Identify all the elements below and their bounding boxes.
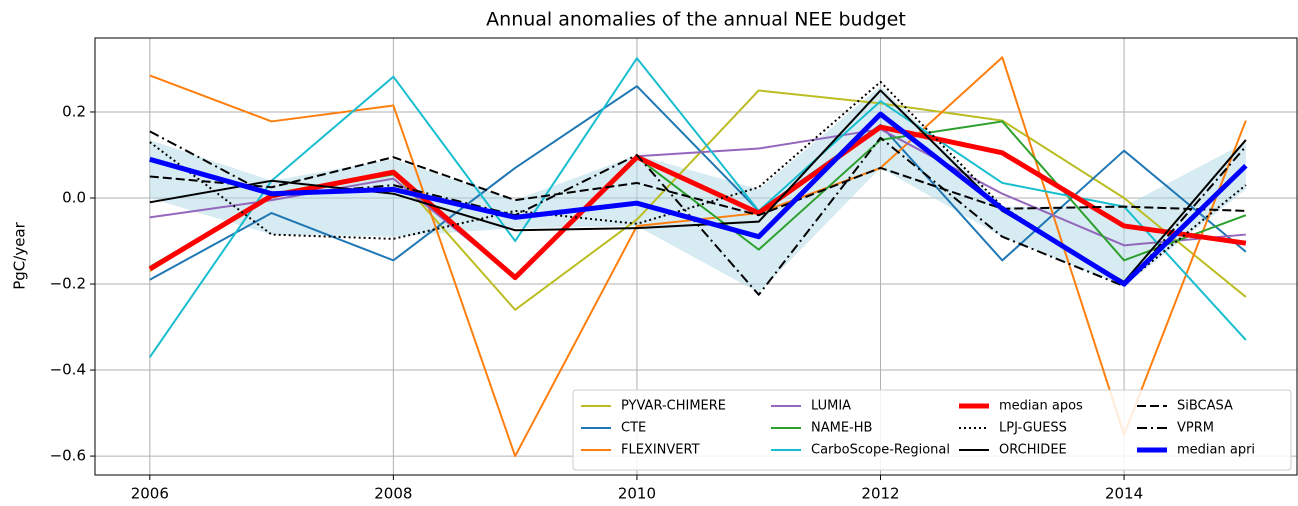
series-line xyxy=(149,130,1247,296)
legend-box xyxy=(572,389,1292,471)
series-line xyxy=(149,85,1247,281)
legend-label: FLEXINVERT xyxy=(621,443,700,458)
series-line xyxy=(149,156,1246,217)
legend-label: LPJ-GUESS xyxy=(999,421,1067,436)
y-axis-label: PgC/year xyxy=(11,221,29,289)
legend-label: median apri xyxy=(1177,443,1255,458)
legend-label: NAME-HB xyxy=(811,421,872,436)
legend-label: PYVAR-CHIMERE xyxy=(621,399,726,414)
legend-label: SiBCASA xyxy=(1177,399,1233,414)
chart-title: Annual anomalies of the annual NEE budge… xyxy=(486,9,906,31)
legend-label: ORCHIDEE xyxy=(999,443,1067,458)
series-line xyxy=(148,57,1247,358)
y-tick-label: 0.0 xyxy=(62,189,86,207)
plot-frame xyxy=(94,37,1298,476)
x-tick-label: 2010 xyxy=(618,485,656,503)
uncertainty-band xyxy=(149,86,1246,293)
series-line xyxy=(149,111,1248,287)
x-tick-label: 2012 xyxy=(861,485,899,503)
legend-label: VPRM xyxy=(1177,421,1214,436)
x-tick-label: 2006 xyxy=(131,485,169,503)
x-tick-label: 2008 xyxy=(374,485,412,503)
legend-label: median apos xyxy=(999,399,1083,414)
y-tick-label: −0.6 xyxy=(50,447,86,465)
y-tick-label: −0.4 xyxy=(50,361,86,379)
y-tick-label: −0.2 xyxy=(50,275,86,293)
y-tick-label: 0.2 xyxy=(62,102,86,120)
legend-label: CarboScope-Regional xyxy=(811,443,950,458)
x-tick-label: 2014 xyxy=(1105,485,1143,503)
legend-label: CTE xyxy=(621,421,646,436)
legend-label: LUMIA xyxy=(811,399,851,414)
series-line xyxy=(148,124,1247,281)
